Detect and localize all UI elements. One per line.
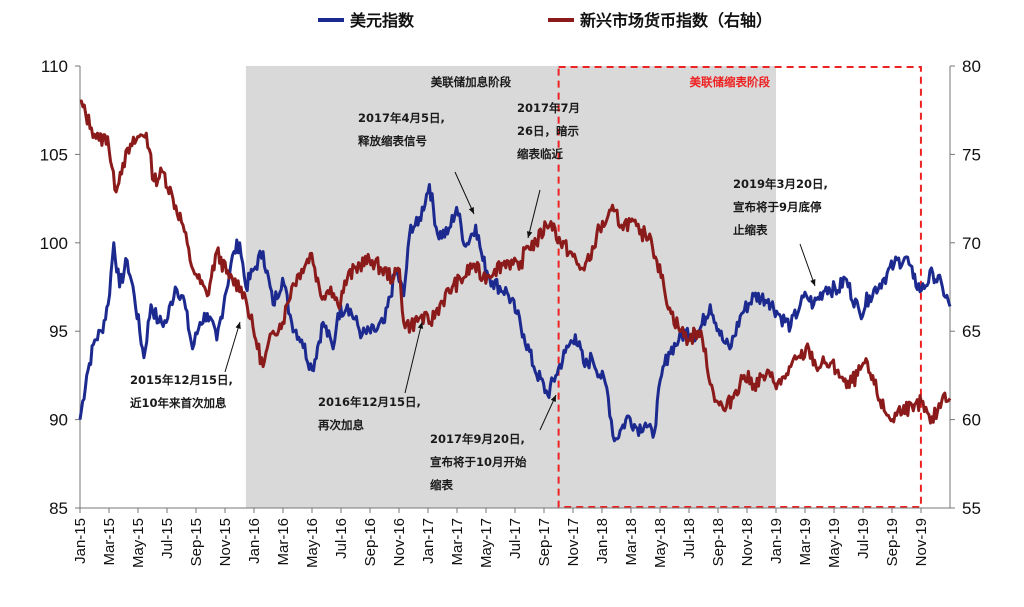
annotation-arrow-line	[224, 321, 241, 373]
annotation-arrow-line	[404, 321, 423, 394]
annotation-line: 宣布将于10月开始	[430, 455, 527, 469]
y-left-tick-label: 95	[49, 322, 68, 341]
x-tick-label: Jan-16	[246, 518, 263, 564]
x-tick-label: Jul-15	[159, 518, 176, 559]
chart-annotations: 2015年12月15日,近10年来首次加息 2016年12月15日,再次加息201…	[130, 101, 828, 492]
x-tick-label: Nov-19	[913, 518, 930, 566]
chart-regions: 美联储加息阶段 美联储缩表阶段	[245, 66, 922, 508]
annotation-line: 2016年12月15日,	[318, 395, 421, 409]
annotation-line: 缩表	[430, 478, 453, 492]
x-tick-label: May-17	[478, 518, 495, 568]
x-tick-label: Jan-17	[420, 518, 437, 564]
x-tick-label: Mar-19	[797, 518, 814, 566]
annotation-arrow-head	[468, 207, 474, 214]
x-tick-label: May-19	[826, 518, 843, 568]
annotation-arrow-head	[417, 322, 424, 329]
legend-label: 新兴市场货币指数（右轴）	[580, 11, 772, 30]
annotation-line: 近10年来首次加息	[130, 396, 227, 410]
x-tick-label: Mar-18	[623, 518, 640, 566]
x-tick-label: Nov-18	[739, 518, 756, 566]
y-left-tick-label: 105	[40, 145, 68, 164]
y-right-tick-label: 75	[962, 145, 981, 164]
y-right-tick-label: 65	[962, 322, 981, 341]
x-tick-label: Nov-16	[391, 518, 408, 566]
annotation-arrow-head	[810, 279, 816, 286]
chart-legend: 美元指数 新兴市场货币指数（右轴）	[318, 11, 772, 30]
x-tick-label: Sep-16	[362, 518, 379, 566]
annotation-line: 再次加息	[318, 418, 364, 432]
x-tick-label: Sep-17	[536, 518, 553, 566]
y-right-tick-label: 70	[962, 234, 981, 253]
y-right-tick-label: 55	[962, 499, 981, 518]
annotation-line: 2015年12月15日,	[130, 373, 233, 387]
annotation-line: 2017年4月5日,	[358, 111, 445, 125]
annotation-arrow-head	[526, 231, 533, 238]
legend-label: 美元指数	[350, 11, 415, 30]
annotation: 2017年4月5日, 释放缩表信号	[358, 111, 475, 215]
chart-axes: 85 90 95 100 105 110 55 60 65 70 75 80 Jan-15 Mar-15 M…	[40, 57, 981, 568]
series-line	[79, 99, 952, 425]
shaded-region	[245, 66, 777, 508]
annotation-line: 止缩表	[733, 223, 768, 237]
y-left-tick-label: 90	[49, 411, 68, 430]
x-tick-label: Jan-18	[594, 518, 611, 564]
x-tick-label: Jan-15	[72, 518, 89, 564]
x-tick-label: Mar-15	[101, 518, 118, 566]
chart-lines	[78, 99, 952, 443]
x-tick-label: Sep-19	[884, 518, 901, 566]
x-tick-label: Sep-15	[188, 518, 205, 566]
x-tick-label: Jul-17	[507, 518, 524, 559]
y-right-tick-label: 80	[962, 57, 981, 76]
annotation-arrow-head	[235, 322, 241, 329]
x-tick-label: Jul-18	[681, 518, 698, 559]
annotation-line: 宣布将于9月底停	[733, 200, 822, 214]
annotation-arrow-line	[454, 171, 475, 215]
annotation-line: 2017年7月	[517, 101, 580, 115]
y-left-tick-label: 85	[49, 499, 68, 518]
x-tick-label: Mar-16	[275, 518, 292, 566]
annotation-line: 2017年9月20日,	[430, 432, 525, 446]
x-tick-label: May-15	[130, 518, 147, 568]
x-tick-label: Jul-19	[855, 518, 872, 559]
x-tick-label: Sep-18	[710, 518, 727, 566]
series-line	[78, 183, 952, 443]
y-left-tick-label: 100	[40, 234, 68, 253]
y-right-tick-label: 60	[962, 411, 981, 430]
x-tick-label: May-18	[652, 518, 669, 568]
annotation: 2016年12月15日, 再次加息	[318, 321, 424, 432]
x-tick-label: May-16	[304, 518, 321, 568]
x-tick-label: Mar-17	[449, 518, 466, 566]
shaded-region-label: 美联储加息阶段	[431, 75, 512, 89]
annotation-arrow-head	[550, 395, 556, 402]
y-left-tick-label: 110	[41, 57, 68, 76]
annotation-arrow-line	[799, 243, 816, 287]
x-tick-label: Nov-17	[565, 518, 582, 566]
x-tick-label: Jul-16	[333, 518, 350, 559]
annotation-line: 缩表临近	[517, 147, 563, 161]
annotation-line: 释放缩表信号	[358, 134, 427, 148]
annotation-line: 2019年3月20日,	[733, 177, 828, 191]
x-tick-label: Jan-19	[768, 518, 785, 564]
x-tick-label: Nov-15	[217, 518, 234, 566]
annotation: 2015年12月15日, 近10年来首次加息	[130, 321, 241, 410]
annotation-arrow-line	[527, 189, 541, 239]
dashed-region-label: 美联储缩表阶段	[690, 75, 771, 89]
annotation-line: 26日，暗示	[517, 124, 580, 138]
